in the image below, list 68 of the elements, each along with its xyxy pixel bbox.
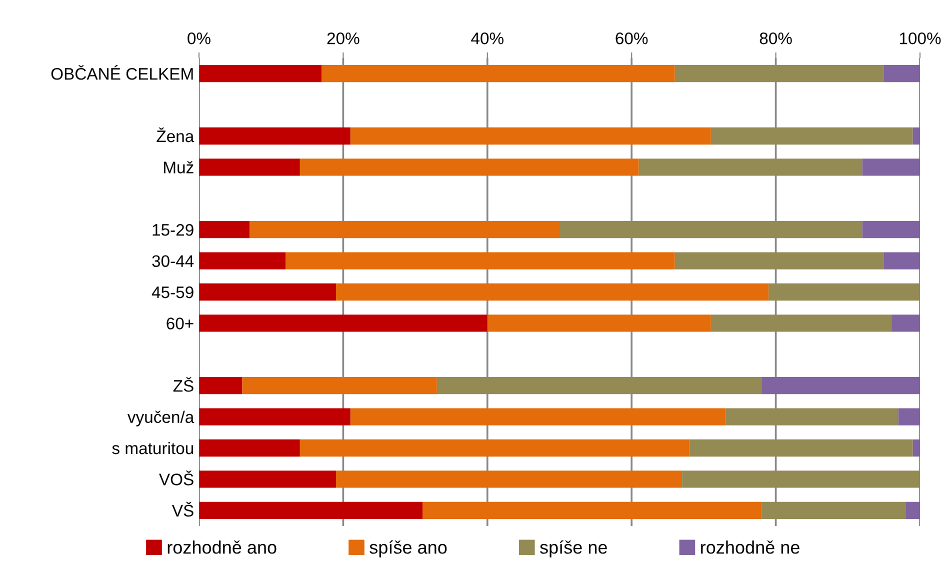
bar	[199, 127, 350, 145]
legend-label: rozhodně ano	[168, 540, 276, 554]
bar	[912, 439, 920, 457]
bar	[322, 65, 675, 82]
bar	[300, 158, 639, 176]
y-tick-label: VŠ	[172, 502, 194, 517]
bar	[862, 158, 920, 176]
bar	[674, 252, 884, 270]
y-tick-label: Žena	[156, 127, 194, 142]
x-tick-label: 40%	[471, 32, 504, 44]
bar	[199, 470, 336, 488]
bar	[725, 408, 898, 426]
bar	[862, 221, 920, 238]
x-tick-label: 80%	[760, 32, 792, 44]
y-tick-label: 45-59	[152, 286, 194, 298]
bar	[199, 439, 300, 457]
bar	[638, 158, 862, 176]
legend-label: spíše ne	[540, 540, 607, 558]
bar	[906, 502, 920, 519]
x-tick-label: 60%	[616, 32, 648, 44]
bar	[898, 408, 920, 426]
bar	[350, 127, 711, 145]
bar	[884, 252, 920, 270]
bar	[689, 439, 913, 457]
bar	[560, 221, 862, 238]
bar	[912, 127, 920, 145]
bar	[199, 377, 242, 394]
bar	[710, 314, 892, 332]
bar	[674, 65, 884, 82]
bar	[199, 221, 250, 238]
y-tick-label: VOŠ	[159, 470, 194, 486]
bar	[350, 408, 726, 426]
bar	[300, 439, 690, 457]
legend-label: spíše ano	[370, 540, 447, 558]
y-tick-label: 60+	[166, 318, 194, 330]
y-tick-label: vyučen/a	[127, 410, 194, 426]
y-tick-label: 15-29	[152, 224, 194, 236]
y-tick-label: s maturitou	[112, 442, 194, 454]
x-tick-label: 100%	[900, 32, 941, 44]
y-tick-label: 30-44	[152, 255, 194, 268]
bar	[891, 314, 920, 332]
bar	[199, 283, 336, 301]
bar	[487, 314, 711, 332]
bar	[242, 377, 437, 394]
bar	[199, 408, 350, 426]
bar	[710, 127, 913, 145]
bar	[199, 252, 286, 270]
bar	[761, 377, 920, 394]
bar	[286, 252, 675, 270]
bar	[199, 502, 423, 519]
bar	[422, 502, 762, 519]
legend-label: rozhodně ne	[701, 540, 800, 554]
bar	[336, 470, 682, 488]
bar	[436, 377, 762, 394]
bar	[884, 65, 920, 82]
bar	[682, 470, 920, 488]
bar	[199, 158, 300, 176]
bar	[199, 314, 488, 332]
bar	[249, 221, 560, 238]
bar	[199, 65, 322, 82]
x-tick-label: 20%	[327, 32, 360, 44]
bar	[768, 283, 920, 301]
bar	[761, 502, 906, 519]
y-tick-label: Muž	[164, 161, 194, 174]
x-tick-label: 0%	[188, 32, 210, 44]
y-tick-label: OBČANÉ CELKEM	[51, 65, 193, 80]
bar	[336, 283, 769, 301]
y-tick-label: ZŠ	[173, 377, 194, 392]
